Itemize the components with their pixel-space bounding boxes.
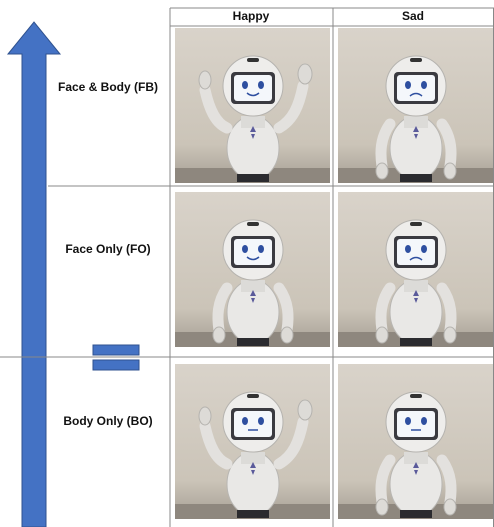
robot-image xyxy=(337,363,494,519)
column-header: Sad xyxy=(402,9,424,23)
robot-image xyxy=(337,191,494,347)
row-label: Face Only (FO) xyxy=(65,242,150,256)
column-header: Happy xyxy=(233,9,270,23)
robot-image xyxy=(337,27,494,183)
row-label: Body Only (BO) xyxy=(63,414,152,428)
robot-image xyxy=(174,191,331,347)
row-label: Face & Body (FB) xyxy=(58,80,158,94)
equals-bottom xyxy=(92,359,140,371)
robot-image xyxy=(174,363,331,520)
equals-top xyxy=(92,344,140,356)
arrow xyxy=(6,21,62,527)
robot-image xyxy=(174,27,331,184)
